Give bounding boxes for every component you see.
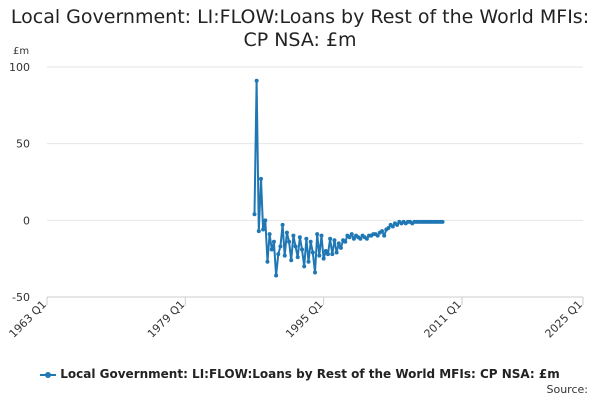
data-point <box>271 239 276 244</box>
source-label: Source: <box>546 383 589 396</box>
x-tick-label: 1979 Q1 <box>145 298 188 341</box>
data-point <box>323 249 328 253</box>
data-point <box>375 233 380 238</box>
series-line <box>253 79 443 277</box>
data-point <box>330 252 335 257</box>
data-point <box>440 219 445 224</box>
data-point <box>343 239 348 244</box>
y-tick-label: 0 <box>23 214 30 227</box>
data-point <box>336 241 341 246</box>
data-point <box>319 233 324 238</box>
data-point <box>321 256 326 261</box>
x-tick-label: 1963 Q1 <box>7 298 50 341</box>
data-point <box>358 236 363 241</box>
data-point <box>258 176 263 181</box>
data-point <box>276 252 281 257</box>
y-axis-unit-label: £m <box>13 46 30 57</box>
data-point <box>297 235 302 240</box>
data-point <box>364 236 369 241</box>
data-point <box>263 218 268 223</box>
data-point <box>284 230 289 235</box>
data-point <box>386 226 391 230</box>
data-point <box>267 232 272 237</box>
data-point <box>338 245 343 250</box>
legend-series-label: Local Government: LI:FLOW:Loans by Rest … <box>60 367 560 381</box>
data-point <box>261 227 266 232</box>
data-point <box>390 224 395 229</box>
data-point <box>282 253 287 258</box>
data-point <box>289 258 294 263</box>
data-point <box>328 236 333 241</box>
data-point <box>265 259 270 264</box>
data-point <box>308 239 313 244</box>
data-point <box>347 235 352 240</box>
data-point <box>334 250 339 255</box>
data-point <box>254 78 259 83</box>
data-point <box>325 252 330 257</box>
data-point <box>295 255 300 260</box>
legend-series-swatch <box>40 371 57 379</box>
chart-legend[interactable]: Local Government: LI:FLOW:Loans by Rest … <box>0 367 600 381</box>
data-point <box>382 233 387 238</box>
y-tick-label: 50 <box>16 138 30 151</box>
y-tick-label: -50 <box>12 291 30 304</box>
data-point <box>351 236 356 241</box>
data-point <box>315 232 320 237</box>
data-point <box>287 239 292 244</box>
data-point <box>310 250 315 255</box>
data-point <box>280 222 285 227</box>
chart-title: Local Government: LI:FLOW:Loans by Rest … <box>10 6 590 51</box>
data-point <box>395 222 400 227</box>
y-tick-label: 100 <box>9 61 30 74</box>
data-point <box>313 270 317 275</box>
data-point <box>306 259 311 264</box>
data-point <box>293 244 298 249</box>
data-point <box>274 273 279 278</box>
data-point <box>278 244 283 249</box>
data-point <box>302 264 307 269</box>
data-point <box>300 247 305 252</box>
data-point <box>269 247 274 252</box>
data-point <box>291 233 296 238</box>
data-point <box>256 229 261 234</box>
data-point <box>252 212 257 217</box>
x-tick-label: 2011 Q1 <box>422 298 465 341</box>
x-tick-label: 1995 Q1 <box>283 298 326 341</box>
data-point <box>380 229 384 234</box>
data-point <box>349 232 354 237</box>
data-point <box>304 236 309 241</box>
data-point <box>317 253 322 258</box>
data-point <box>332 238 337 243</box>
x-tick-label: 2025 Q1 <box>543 298 586 341</box>
